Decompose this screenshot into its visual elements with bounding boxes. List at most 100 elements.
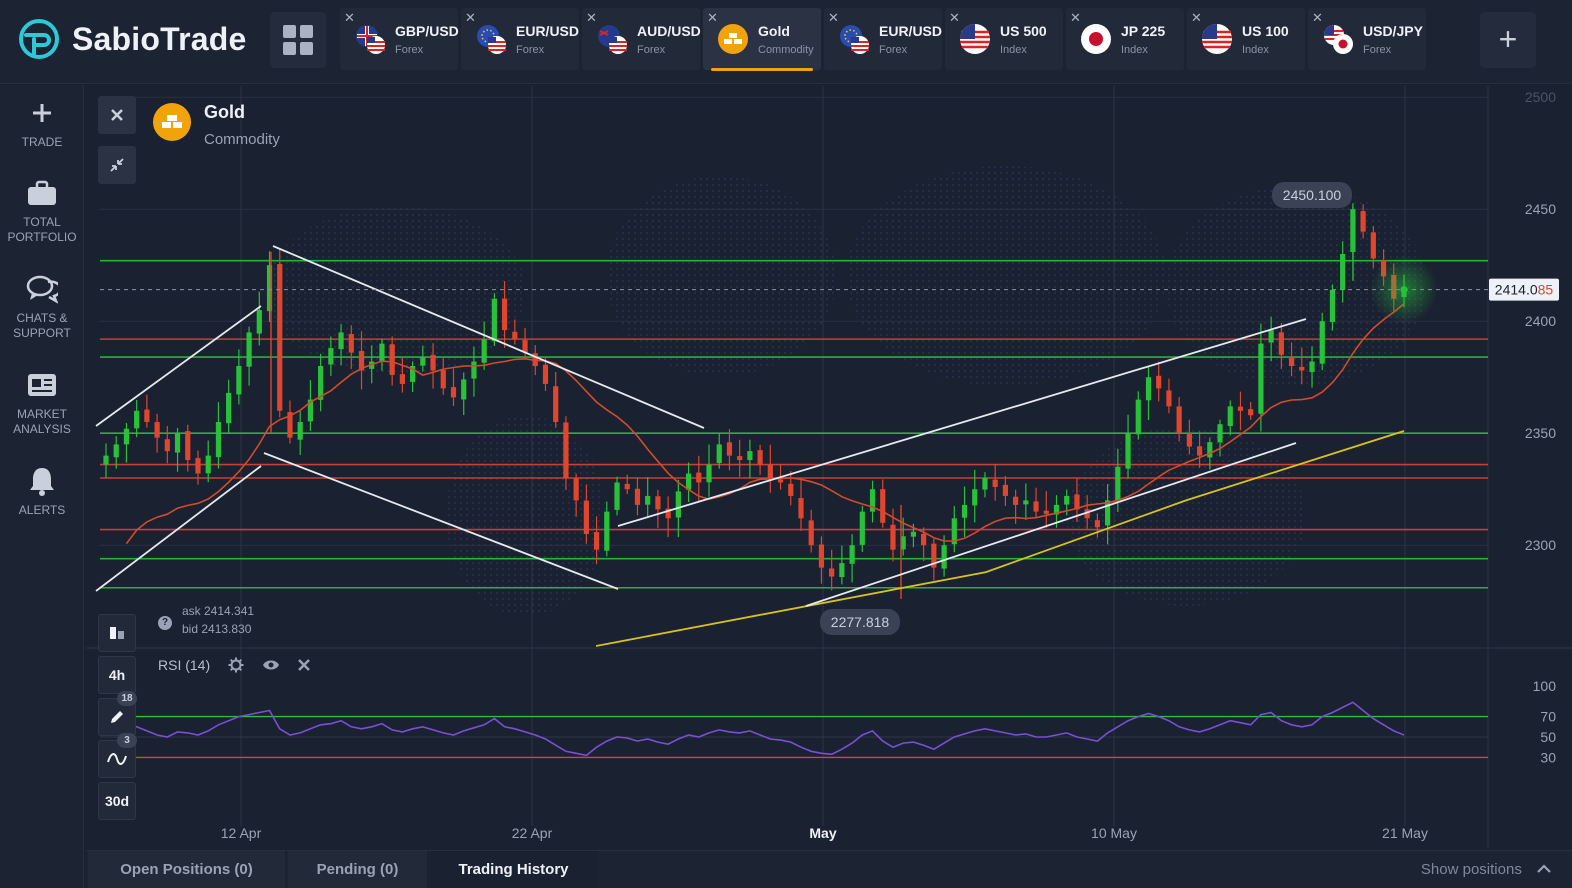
- close-tab-icon[interactable]: ✕: [1070, 10, 1081, 25]
- tab-usd-jpy[interactable]: ✕ USD/JPY Forex: [1308, 8, 1426, 70]
- bid-price: bid 2413.830: [182, 622, 252, 636]
- candle-body: [113, 444, 119, 458]
- eu-us-flag-icon: [840, 25, 869, 54]
- show-positions-toggle[interactable]: Show positions: [1421, 851, 1552, 888]
- timeframe-button[interactable]: 4h: [98, 656, 136, 694]
- indicator-count-badge: 3: [117, 733, 137, 748]
- candle-body: [614, 482, 620, 510]
- sidebar-item-trade[interactable]: TRADE: [0, 97, 84, 150]
- layout-grid-button[interactable]: [270, 12, 326, 68]
- tab-eur-usd[interactable]: ✕ EUR/USD Forex: [824, 8, 942, 70]
- close-icon[interactable]: [298, 659, 311, 671]
- close-tab-icon[interactable]: ✕: [465, 10, 476, 25]
- sidebar-item-label: ALERTS: [18, 503, 66, 517]
- candle-body: [982, 478, 988, 490]
- collapse-icon: [110, 158, 124, 172]
- candle-body: [604, 511, 610, 551]
- gear-icon[interactable]: [228, 657, 244, 673]
- time-axis-label: 10 May: [1091, 825, 1137, 841]
- eu-us-flag-icon: [477, 25, 506, 54]
- tab-open-positions[interactable]: Open Positions (0): [88, 851, 286, 888]
- candle-body: [430, 354, 436, 371]
- price-axis-label: 2450: [1525, 201, 1556, 217]
- candle-body: [1258, 343, 1264, 414]
- close-tab-icon[interactable]: ✕: [1191, 10, 1202, 25]
- candle-body: [277, 264, 283, 411]
- tab-type: Index: [1121, 44, 1148, 56]
- tab-gold[interactable]: ✕ Gold Commodity: [703, 8, 821, 71]
- sidebar-item-total-portfolio[interactable]: TOTAL PORTFOLIO: [0, 177, 84, 245]
- candle-body: [348, 334, 354, 353]
- chart-type-button[interactable]: [98, 614, 136, 652]
- candle-body: [1217, 424, 1223, 443]
- candle-body: [1288, 356, 1295, 366]
- tab-trading-history[interactable]: Trading History: [430, 851, 598, 888]
- candle-body: [389, 344, 395, 375]
- info-icon[interactable]: ?: [158, 616, 172, 630]
- tab-type: Forex: [637, 44, 666, 56]
- tab-jp-225[interactable]: ✕ JP 225 Index: [1066, 8, 1184, 70]
- chart-area[interactable]: 12 Apr 22 Apr May 10 May 21 May 2500 2450 2400 2…: [86, 86, 1572, 848]
- candle-body: [777, 479, 784, 483]
- sidebar-item-alerts[interactable]: ALERTS: [0, 465, 84, 518]
- sidebar-item-market-analysis[interactable]: MARKET ANALYSIS: [0, 369, 84, 437]
- candle-body: [788, 483, 794, 496]
- add-tab-button[interactable]: +: [1480, 12, 1536, 68]
- candle-body: [318, 366, 324, 400]
- close-tab-icon[interactable]: ✕: [586, 10, 597, 25]
- close-tab-icon[interactable]: ✕: [1312, 10, 1323, 25]
- tab-us-500[interactable]: ✕ US 500 Index: [945, 8, 1063, 70]
- candle-body: [696, 472, 702, 483]
- sidebar-item-label: TRADE: [21, 135, 63, 149]
- asset-name: Gold: [204, 102, 245, 122]
- tab-pending[interactable]: Pending (0): [288, 851, 428, 888]
- jp-flag-icon: [1081, 24, 1111, 54]
- candle-body: [757, 450, 763, 465]
- sidebar-item-chats-support[interactable]: CHATS & SUPPORT: [0, 273, 84, 341]
- candle-body: [655, 496, 661, 510]
- sidebar-item-label: CHATS & SUPPORT: [13, 311, 71, 340]
- candle-body: [859, 511, 865, 545]
- low-marker-label: 2277.818: [831, 614, 890, 630]
- candle-body: [1329, 289, 1336, 322]
- time-axis-label: May: [809, 825, 836, 841]
- candle-body: [1319, 321, 1325, 364]
- candle-body: [890, 524, 896, 550]
- candle-body: [205, 455, 211, 474]
- candle-body: [941, 545, 947, 569]
- tab-us-100[interactable]: ✕ US 100 Index: [1187, 8, 1305, 70]
- trend-line: [617, 318, 1307, 527]
- candle-body: [1074, 494, 1080, 510]
- collapse-chart-button[interactable]: [98, 146, 136, 184]
- candle-body: [420, 357, 426, 366]
- candle-body: [287, 412, 293, 438]
- candle-body: [573, 478, 579, 501]
- drawing-tools-button[interactable]: 18: [98, 691, 137, 736]
- close-tab-icon[interactable]: ✕: [949, 10, 960, 25]
- tab-eur-usd[interactable]: ✕ EUR/USD Forex: [461, 8, 579, 70]
- candle-body: [1278, 332, 1284, 355]
- close-tab-icon[interactable]: ✕: [707, 10, 718, 25]
- eye-icon[interactable]: [262, 659, 280, 671]
- candle-body: [1013, 496, 1019, 505]
- tab-gbp-usd[interactable]: ✕ GBP/USD Forex: [340, 8, 459, 70]
- candle-body: [737, 456, 743, 461]
- candle-body: [767, 464, 773, 478]
- close-tab-icon[interactable]: ✕: [344, 10, 355, 25]
- candle-body: [1043, 510, 1049, 514]
- candle-body: [307, 399, 314, 422]
- logo: SabioTrade: [18, 18, 247, 60]
- candle-body: [1053, 504, 1060, 515]
- price-chart[interactable]: 12 Apr 22 Apr May 10 May 21 May 2500 2450 2400 2…: [86, 86, 1572, 848]
- rsi-label: RSI (14): [158, 657, 211, 673]
- tab-aud-usd[interactable]: ✕ AUD/USD Forex: [582, 8, 701, 70]
- candle-body: [1196, 446, 1203, 456]
- indicators-button[interactable]: 3: [98, 733, 137, 778]
- candle-body: [961, 504, 968, 518]
- candle-body: [491, 298, 497, 342]
- rsi-axis-label: 70: [1540, 709, 1556, 725]
- moving-average-yellow: [595, 430, 1405, 647]
- close-chart-button[interactable]: [98, 96, 136, 134]
- period-button[interactable]: 30d: [98, 782, 136, 820]
- close-tab-icon[interactable]: ✕: [828, 10, 839, 25]
